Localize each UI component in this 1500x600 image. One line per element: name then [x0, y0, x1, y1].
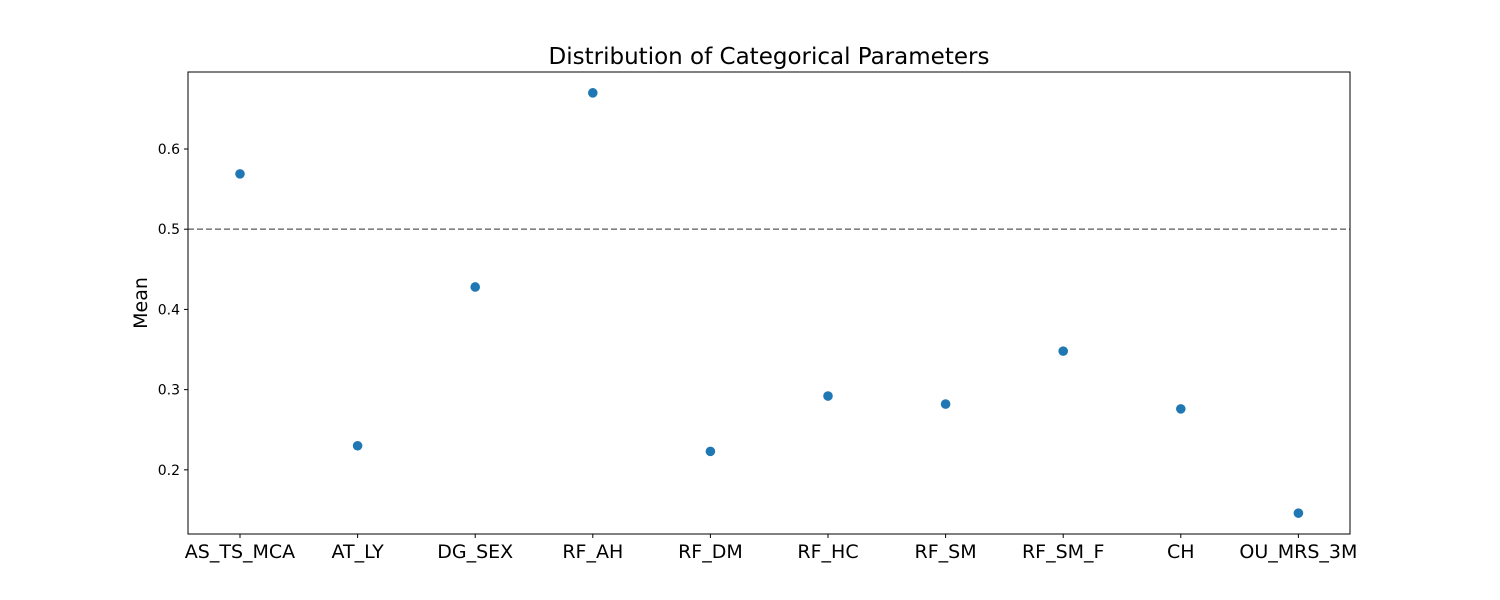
x-tick-label: RF_HC — [797, 541, 858, 563]
x-tick-label: RF_SM_F — [1022, 541, 1105, 563]
x-tick-label: RF_DM — [678, 541, 743, 563]
x-tick-label: CH — [1167, 541, 1195, 563]
y-tick-label: 0.5 — [158, 222, 180, 238]
x-tick-label: AS_TS_MCA — [185, 541, 295, 563]
data-point — [823, 391, 833, 401]
x-tick-label: RF_SM — [915, 541, 977, 563]
y-tick-label: 0.2 — [158, 463, 180, 479]
plot-frame — [187, 71, 1351, 535]
chart-title: Distribution of Categorical Parameters — [549, 44, 990, 70]
data-point — [705, 446, 716, 457]
data-point — [470, 282, 481, 292]
y-tick-label: 0.3 — [158, 383, 180, 399]
x-tick-label: RF_AH — [562, 541, 623, 563]
y-tick-label: 0.6 — [158, 142, 180, 158]
data-point — [1058, 346, 1068, 356]
data-point — [588, 88, 598, 98]
data-point — [940, 399, 951, 409]
y-axis-label: Mean — [130, 277, 152, 329]
x-tick-label: AT_LY — [331, 541, 384, 563]
x-tick-label: DG_SEX — [437, 541, 513, 563]
plot-area: 0.2 0.3 0.4 0.5 0.6 AS_TS_MCA AT_LY DG_SEX RF_AH… — [158, 71, 1357, 563]
x-tick-label: OU_MRS_3M — [1239, 541, 1357, 563]
data-point — [235, 169, 245, 179]
data-point — [1293, 508, 1304, 518]
y-tick-label: 0.4 — [158, 302, 180, 318]
data-point — [352, 440, 363, 451]
data-point — [1176, 404, 1186, 414]
